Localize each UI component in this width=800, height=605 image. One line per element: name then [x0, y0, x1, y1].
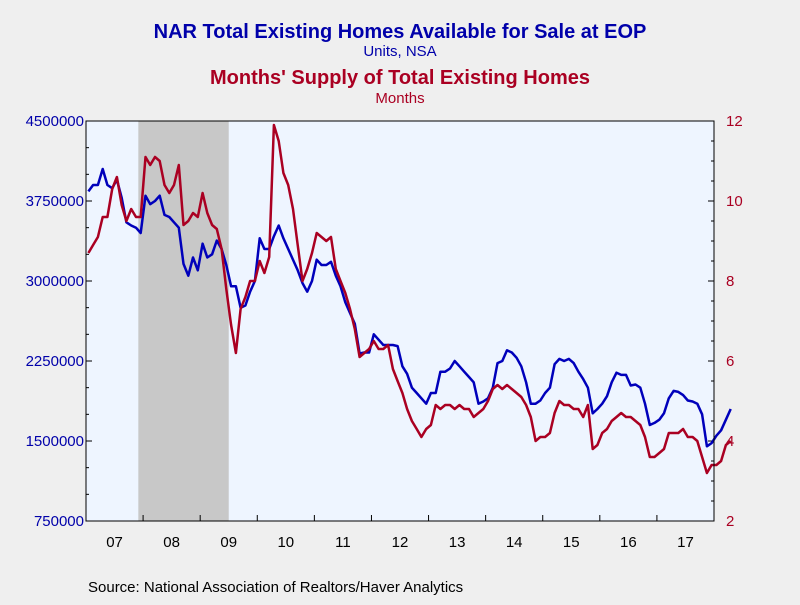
- x-tick-label: 16: [620, 534, 637, 551]
- x-tick-label: 14: [506, 534, 523, 551]
- x-tick-label: 10: [277, 534, 294, 551]
- left-y-tick-label: 750000: [34, 513, 84, 530]
- source-note: Source: National Association of Realtors…: [88, 579, 463, 596]
- series-line-inventory: [87, 167, 732, 448]
- right-y-tick-label: 12: [726, 113, 743, 130]
- right-y-tick-label: 10: [726, 193, 743, 210]
- left-y-axis: 750000 1500000 2250000 3000000 3750000 450000…: [26, 113, 92, 530]
- chart-title-1: NAR Total Existing Homes Available for S…: [154, 21, 647, 43]
- x-tick-label: 07: [106, 534, 123, 551]
- left-y-tick-label: 3000000: [26, 273, 84, 290]
- x-tick-label: 13: [449, 534, 466, 551]
- x-tick-label: 09: [220, 534, 237, 551]
- x-tick-label: 12: [392, 534, 409, 551]
- chart-subtitle-1: Units, NSA: [363, 43, 436, 60]
- chart-subtitle-2: Months: [375, 90, 424, 107]
- x-tick-label: 15: [563, 534, 580, 551]
- x-tick-label: 08: [163, 534, 180, 551]
- left-y-tick-label: 1500000: [26, 433, 84, 450]
- right-y-tick-label: 8: [726, 273, 734, 290]
- chart-title-2: Months' Supply of Total Existing Homes: [210, 67, 590, 89]
- left-y-tick-label: 4500000: [26, 113, 84, 130]
- series-line-months-supply: [87, 123, 732, 475]
- left-y-tick-label: 3750000: [26, 193, 84, 210]
- plot-frame: [85, 120, 715, 522]
- recession-shading: [138, 121, 229, 521]
- right-y-tick-label: 6: [726, 353, 734, 370]
- right-y-tick-label: 2: [726, 513, 734, 530]
- x-axis: 07 08 09 10 11 12 13 14 15 16 17: [85, 515, 715, 551]
- x-tick-label: 11: [335, 534, 351, 551]
- x-tick-label: 17: [677, 534, 694, 551]
- left-y-tick-label: 2250000: [26, 353, 84, 370]
